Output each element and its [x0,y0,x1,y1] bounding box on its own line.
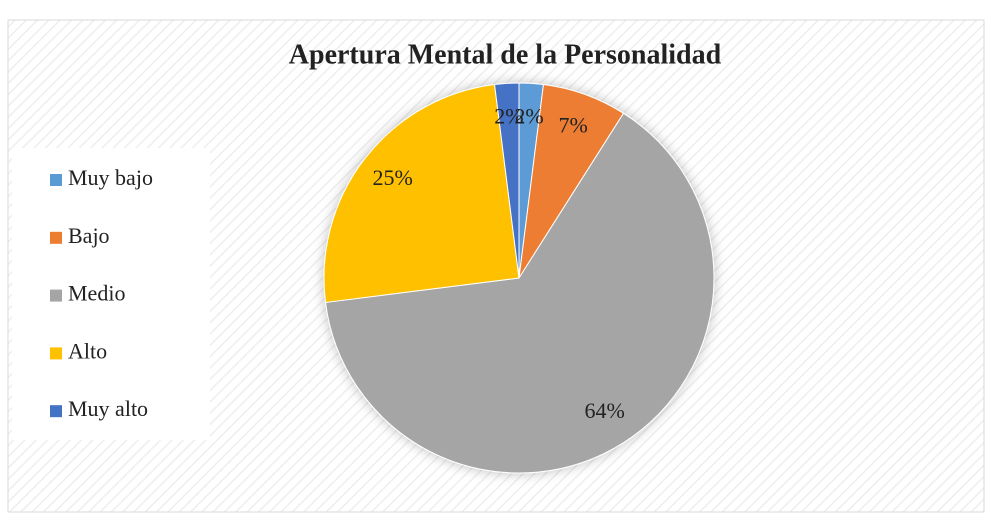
legend-box [12,148,210,440]
data-label: 25% [372,165,412,190]
legend-swatch [50,231,62,244]
legend-swatch [50,289,62,302]
legend-label: Muy alto [68,396,148,421]
data-label: 64% [585,398,625,423]
data-label: 2% [494,103,523,128]
pie-slice [324,112,715,474]
chart-title: Apertura Mental de la Personalidad [289,39,722,70]
legend-label: Medio [68,281,125,306]
data-label: 2% [514,103,543,128]
pie-slice [323,83,520,303]
legend-swatch [50,405,62,418]
legend-label: Alto [68,338,107,363]
legend-swatch [50,174,62,186]
pie [323,82,715,474]
data-label: 7% [559,113,588,138]
legend-label: Muy bajo [68,165,153,190]
legend-label: Bajo [68,223,110,248]
legend-swatch [50,347,62,360]
pie-slice [494,82,520,279]
